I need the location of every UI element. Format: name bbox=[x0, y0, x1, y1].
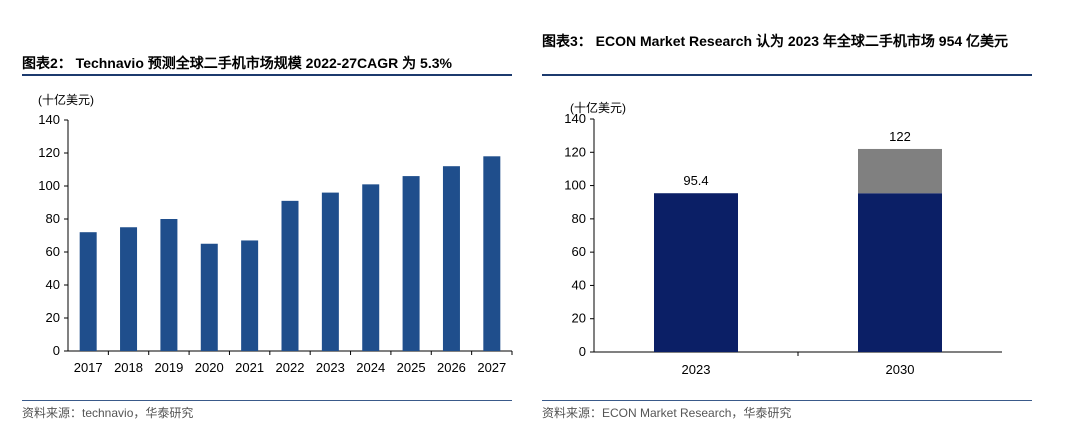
y-tick-label: 20 bbox=[572, 311, 586, 326]
y-tick-label: 60 bbox=[46, 244, 60, 259]
y-tick-label: 20 bbox=[46, 310, 60, 325]
left-bar-chart: (十亿美元) 0 20 40 60 80 100 120 140 2017 2018 2019 202… bbox=[38, 92, 513, 375]
y-tick-label: 60 bbox=[572, 244, 586, 259]
title-underline bbox=[22, 74, 512, 76]
x-tick-label: 2023 bbox=[316, 360, 345, 375]
source-divider bbox=[542, 400, 1032, 401]
bar-2027 bbox=[483, 156, 501, 351]
x-tick-label: 2019 bbox=[154, 360, 183, 375]
y-tick-label: 140 bbox=[564, 111, 586, 126]
x-tick-label: 2027 bbox=[477, 360, 506, 375]
bar-2026 bbox=[442, 166, 460, 351]
x-tick-label: 2018 bbox=[114, 360, 143, 375]
right-bar-chart: (十亿美元) 0 20 40 60 80 100 120 140 95.4 2023 122 2030 bbox=[564, 100, 1002, 377]
bar-2018 bbox=[120, 227, 138, 351]
bar-2019 bbox=[160, 219, 178, 351]
y-tick-label: 80 bbox=[46, 211, 60, 226]
title-underline bbox=[542, 74, 1032, 76]
y-axis-unit-label: (十亿美元) bbox=[570, 100, 626, 115]
x-tick-label: 2023 bbox=[682, 362, 711, 377]
x-tick-label: 2030 bbox=[886, 362, 915, 377]
bar-2017 bbox=[79, 232, 97, 351]
x-tick-label: 2025 bbox=[397, 360, 426, 375]
y-tick-label: 100 bbox=[38, 178, 60, 193]
bar-2024 bbox=[362, 184, 380, 351]
bar-2025 bbox=[402, 176, 420, 351]
chart-title: 图表2： Technavio 预测全球二手机市场规模 2022-27CAGR 为… bbox=[22, 55, 452, 71]
y-tick-label: 100 bbox=[564, 178, 586, 193]
y-tick-label: 40 bbox=[46, 277, 60, 292]
source-divider bbox=[22, 400, 512, 401]
bar-2030-segment-2 bbox=[858, 148, 942, 194]
x-tick-label: 2024 bbox=[356, 360, 385, 375]
bar-2023-segment-1 bbox=[654, 193, 738, 352]
data-label: 122 bbox=[889, 129, 911, 144]
y-tick-label: 140 bbox=[38, 112, 60, 127]
x-tick-label: 2022 bbox=[276, 360, 305, 375]
x-tick-label: 2026 bbox=[437, 360, 466, 375]
bar-2023 bbox=[321, 192, 339, 351]
source-note: 资料来源：technavio，华泰研究 bbox=[22, 406, 194, 420]
bar-2030-segment-1 bbox=[858, 193, 942, 352]
right-chart-panel: 图表3： ECON Market Research 认为 2023 年全球二手机… bbox=[540, 0, 1040, 429]
bar-2020 bbox=[200, 243, 218, 351]
x-tick-label: 2020 bbox=[195, 360, 224, 375]
source-note: 资料来源：ECON Market Research，华泰研究 bbox=[542, 406, 792, 420]
left-chart-panel: 图表2： Technavio 预测全球二手机市场规模 2022-27CAGR 为… bbox=[0, 0, 520, 429]
bar-2021 bbox=[241, 240, 259, 351]
y-tick-label: 120 bbox=[564, 144, 586, 159]
y-tick-label: 80 bbox=[572, 211, 586, 226]
y-tick-label: 120 bbox=[38, 145, 60, 160]
chart-title: 图表3： ECON Market Research 认为 2023 年全球二手机… bbox=[542, 33, 1009, 49]
y-tick-label: 0 bbox=[579, 344, 586, 359]
y-axis-unit-label: (十亿美元) bbox=[38, 92, 94, 107]
data-label: 95.4 bbox=[683, 173, 708, 188]
y-tick-label: 40 bbox=[572, 277, 586, 292]
x-tick-label: 2021 bbox=[235, 360, 264, 375]
y-tick-label: 0 bbox=[53, 343, 60, 358]
x-tick-label: 2017 bbox=[74, 360, 103, 375]
bar-2022 bbox=[281, 200, 299, 351]
